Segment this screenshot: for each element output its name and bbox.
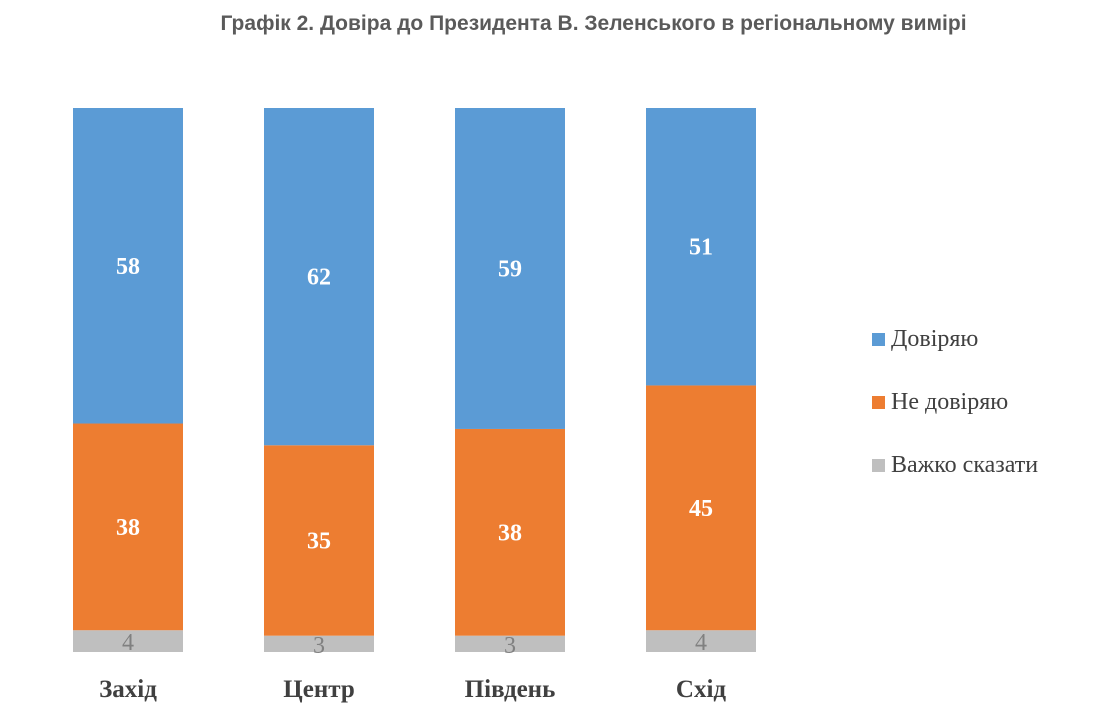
bar-segment: [73, 108, 183, 424]
bar-segment: [264, 108, 374, 446]
bar-segment: [264, 635, 374, 652]
data-label: 58: [116, 254, 140, 280]
data-label: 51: [689, 235, 713, 261]
legend-item: Важко сказати: [872, 434, 1038, 497]
chart-title: Графік 2. Довіра до Президента В. Зеленс…: [220, 12, 967, 35]
category-label: Центр: [283, 676, 354, 703]
data-label: 4: [122, 630, 134, 656]
bar-segment: [264, 445, 374, 636]
category-label: Схід: [676, 676, 727, 703]
data-label: 35: [307, 528, 331, 554]
category-label: Захід: [99, 676, 157, 703]
legend-swatch: [872, 396, 885, 409]
data-label: 59: [498, 256, 522, 282]
data-label: 4: [695, 630, 707, 656]
legend-item: Довіряю: [872, 308, 1038, 371]
data-label: 38: [498, 520, 522, 546]
data-label: 3: [504, 633, 516, 659]
data-label: 62: [307, 265, 331, 291]
bar-segment: [455, 428, 565, 636]
data-label: 38: [116, 515, 140, 541]
data-label: 45: [689, 496, 713, 522]
legend-label: Не довіряю: [891, 389, 1009, 415]
legend-label: Довіряю: [891, 326, 979, 352]
legend: Довіряю Не довіряю Важко сказати: [872, 308, 1038, 497]
bar-segment: [455, 635, 565, 652]
bar-segment: [455, 108, 565, 429]
category-label: Південь: [465, 676, 556, 703]
bar-segment: [73, 423, 183, 631]
bar-segment: [646, 630, 756, 652]
legend-label: Важко сказати: [891, 452, 1039, 478]
bar-segment: [646, 385, 756, 631]
legend-swatch: [872, 333, 885, 346]
legend-swatch: [872, 459, 885, 472]
bar-segment: [646, 108, 756, 386]
bar-segment: [73, 630, 183, 652]
legend-item: Не довіряю: [872, 371, 1038, 434]
data-label: 3: [313, 633, 325, 659]
